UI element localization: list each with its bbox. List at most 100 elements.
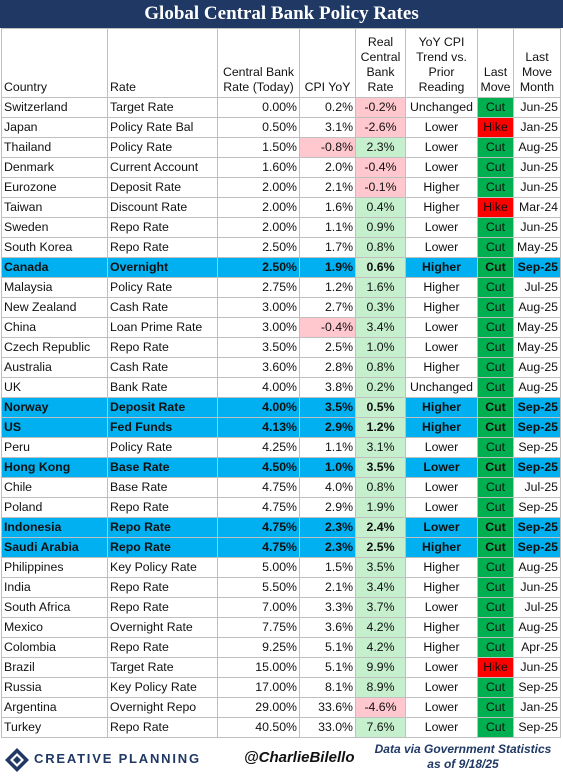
cpi-yoy-cell: 1.5% [299,557,356,578]
source-line-2: as of 9/18/25 [427,757,499,771]
real-rate-cell: 0.9% [355,217,406,238]
country-cell: Philippines [1,557,108,578]
last-move-month-cell: Apr-25 [513,637,561,658]
table-row: Thailand Policy Rate 1.50% -0.8% 2.3% Lower Cu… [1,137,561,158]
cpi-trend-cell: Lower [405,457,478,478]
cpi-trend-cell: Higher [405,257,478,278]
last-move-cell: Cut [477,437,514,458]
table-row: Denmark Current Account 1.60% 2.0% -0.4% Lowe… [1,157,561,178]
cpi-yoy-cell: 2.5% [299,337,356,358]
last-move-month-cell: Aug-25 [513,137,561,158]
last-move-cell: Cut [477,557,514,578]
rate-type-cell: Repo Rate [107,217,218,238]
central-bank-rate-cell: 4.75% [217,537,300,558]
table-row: Canada Overnight 2.50% 1.9% 0.6% Higher Cut Sep… [1,257,561,278]
last-move-month-cell: May-25 [513,337,561,358]
real-rate-cell: 7.6% [355,717,406,738]
last-move-cell: Cut [477,297,514,318]
cpi-yoy-cell: 1.9% [299,257,356,278]
last-move-month-cell: Sep-25 [513,677,561,698]
real-rate-cell: 3.5% [355,557,406,578]
last-move-cell: Cut [477,317,514,338]
cpi-yoy-cell: 2.8% [299,357,356,378]
real-rate-cell: -0.4% [355,157,406,178]
real-rate-cell: -0.2% [355,97,406,118]
central-bank-rate-cell: 2.50% [217,257,300,278]
rate-type-cell: Bank Rate [107,377,218,398]
central-bank-rate-cell: 40.50% [217,717,300,738]
cpi-yoy-cell: 2.1% [299,577,356,598]
cpi-yoy-cell: 2.9% [299,497,356,518]
country-cell: Turkey [1,717,108,738]
last-move-month-cell: Jan-25 [513,697,561,718]
source-line-1: Data via Government Statistics [374,742,552,756]
central-bank-rate-cell: 3.00% [217,317,300,338]
cpi-yoy-cell: 33.0% [299,717,356,738]
last-move-month-cell: Jun-25 [513,657,561,678]
country-cell: South Korea [1,237,108,258]
central-bank-rate-cell: 17.00% [217,677,300,698]
central-bank-rate-cell: 7.75% [217,617,300,638]
last-move-cell: Cut [477,477,514,498]
table-row: Japan Policy Rate Bal 0.50% 3.1% -2.6% Lower H… [1,117,561,138]
last-move-cell: Cut [477,237,514,258]
real-rate-cell: 0.4% [355,197,406,218]
cpi-yoy-cell: 2.3% [299,517,356,538]
central-bank-rate-cell: 2.00% [217,197,300,218]
real-rate-cell: 0.5% [355,397,406,418]
real-rate-cell: 0.8% [355,237,406,258]
cpi-trend-cell: Lower [405,117,478,138]
real-rate-cell: 2.5% [355,537,406,558]
cpi-trend-cell: Higher [405,277,478,298]
footer: CREATIVE PLANNING @CharlieBilello Data v… [0,739,563,780]
last-move-cell: Cut [477,157,514,178]
table-row: Hong Kong Base Rate 4.50% 1.0% 3.5% Lower Cut S… [1,457,561,478]
rate-type-cell: Target Rate [107,657,218,678]
cpi-yoy-cell: 33.6% [299,697,356,718]
last-move-cell: Cut [477,397,514,418]
header-country: Country [1,28,108,98]
cpi-trend-cell: Higher [405,357,478,378]
real-rate-cell: 9.9% [355,657,406,678]
last-move-cell: Hike [477,117,514,138]
table-row: Peru Policy Rate 4.25% 1.1% 3.1% Lower Cut Sep-… [1,437,561,458]
real-rate-cell: -0.1% [355,177,406,198]
country-cell: Indonesia [1,517,108,538]
cpi-trend-cell: Higher [405,397,478,418]
last-move-cell: Cut [477,597,514,618]
header-last-move-month: Last Move Month [513,28,561,98]
cpi-trend-cell: Higher [405,197,478,218]
cpi-trend-cell: Higher [405,177,478,198]
cpi-trend-cell: Higher [405,637,478,658]
country-cell: Colombia [1,637,108,658]
last-move-cell: Hike [477,197,514,218]
central-bank-rate-cell: 4.75% [217,477,300,498]
rate-type-cell: Repo Rate [107,577,218,598]
author-handle: @CharlieBilello [244,749,355,766]
last-move-month-cell: Sep-25 [513,717,561,738]
rate-type-cell: Discount Rate [107,197,218,218]
source-note: Data via Government Statistics as of 9/1… [373,742,553,772]
table-row: Switzerland Target Rate 0.00% 0.2% -0.2% Unch… [1,97,561,118]
cpi-yoy-cell: 2.3% [299,537,356,558]
real-rate-cell: 2.4% [355,517,406,538]
cpi-trend-cell: Lower [405,337,478,358]
cpi-yoy-cell: 1.2% [299,277,356,298]
cpi-yoy-cell: 1.6% [299,197,356,218]
cpi-yoy-cell: 3.3% [299,597,356,618]
rate-type-cell: Repo Rate [107,337,218,358]
central-bank-rate-cell: 4.00% [217,377,300,398]
central-bank-rate-cell: 15.00% [217,657,300,678]
table-row: Taiwan Discount Rate 2.00% 1.6% 0.4% Higher Hi… [1,197,561,218]
last-move-cell: Cut [477,277,514,298]
real-rate-cell: 8.9% [355,677,406,698]
rate-type-cell: Deposit Rate [107,397,218,418]
policy-rates-table: Country Rate Central Bank Rate (Today) C… [1,28,561,738]
real-rate-cell: 1.2% [355,417,406,438]
table-row: Russia Key Policy Rate 17.00% 8.1% 8.9% Lower… [1,677,561,698]
central-bank-rate-cell: 1.50% [217,137,300,158]
country-cell: Japan [1,117,108,138]
table-row: Malaysia Policy Rate 2.75% 1.2% 1.6% Higher Cu… [1,277,561,298]
cpi-trend-cell: Lower [405,597,478,618]
cpi-yoy-cell: 2.9% [299,417,356,438]
